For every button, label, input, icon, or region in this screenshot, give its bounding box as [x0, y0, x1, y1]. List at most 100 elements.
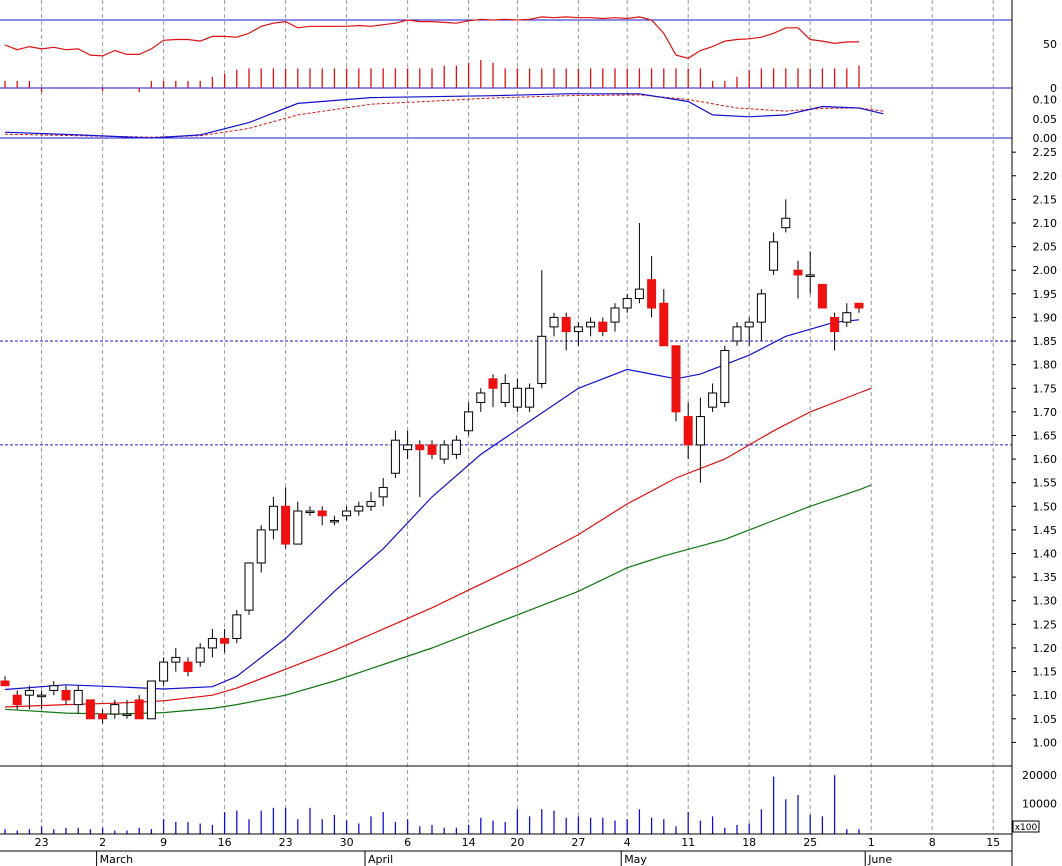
candle: [708, 383, 718, 412]
candle: [549, 312, 559, 337]
candle-body: [0, 680, 10, 687]
candle: [342, 506, 352, 521]
volume-tick-label: 10000: [1022, 798, 1057, 811]
candle-body: [512, 387, 522, 408]
price-tick-label: 2.10: [1033, 217, 1058, 230]
price-tick-label: 2.00: [1033, 264, 1058, 277]
candle: [12, 690, 22, 710]
candle-body: [842, 312, 852, 323]
candle: [317, 506, 327, 526]
price-tick-label: 1.95: [1033, 288, 1058, 301]
candle-body: [366, 501, 376, 507]
candle-body: [317, 510, 327, 517]
candle: [403, 430, 413, 460]
candle-body: [256, 529, 266, 564]
candle-body: [561, 316, 571, 333]
price-tick-label: 1.60: [1033, 453, 1058, 466]
candle-body: [659, 302, 669, 347]
candle-body: [756, 293, 766, 323]
candle-body: [171, 656, 181, 663]
candle: [830, 312, 840, 351]
candle-body: [598, 321, 608, 333]
candle-body: [329, 519, 339, 523]
candle-body: [805, 274, 815, 277]
candle: [171, 647, 181, 672]
candle-body: [281, 505, 291, 545]
candle: [805, 251, 815, 294]
candle-body: [268, 505, 278, 531]
price-tick-label: 1.10: [1033, 689, 1058, 702]
candle-body: [146, 680, 156, 720]
candle: [110, 699, 120, 719]
candle: [61, 685, 71, 705]
candle: [695, 397, 705, 483]
x-tick-label: 23: [35, 836, 49, 849]
candle-body: [464, 411, 474, 432]
price-tick-label: 1.55: [1033, 477, 1058, 490]
candle-body: [854, 302, 864, 309]
candle: [525, 383, 535, 412]
price-tick-label: 1.35: [1033, 571, 1058, 584]
rsi-line: [4, 16, 859, 59]
candle: [24, 685, 34, 710]
oscillator-signal-line: [4, 94, 884, 138]
price-tick-label: 1.80: [1033, 359, 1058, 372]
candle: [122, 699, 132, 719]
moving-average-short: [4, 319, 860, 691]
candle-body: [61, 689, 71, 701]
candle-body: [37, 694, 47, 698]
month-label: June: [867, 853, 892, 866]
price-tick-label: 1.70: [1033, 406, 1058, 419]
candle-body: [610, 307, 620, 323]
candle-body: [134, 699, 144, 720]
candle: [207, 629, 217, 658]
candle-body: [647, 279, 657, 309]
candle: [634, 222, 644, 304]
vertical-grid: [41, 0, 994, 834]
x-tick-label: 16: [218, 836, 232, 849]
moving-average-mid: [4, 387, 872, 708]
price-tick-label: 2.25: [1033, 146, 1058, 159]
x-tick-label: 23: [279, 836, 293, 849]
candle-body: [671, 345, 681, 413]
month-label: May: [624, 853, 647, 866]
candle-body: [342, 510, 352, 517]
moving-average-long: [4, 484, 872, 715]
candle-body: [195, 647, 205, 663]
volume-unit-box: [1012, 820, 1040, 833]
oscillator-tick-label: 0.10: [1033, 94, 1058, 107]
candle: [49, 681, 59, 696]
candle: [464, 402, 474, 436]
price-tick-label: 1.90: [1033, 311, 1058, 324]
candle: [732, 322, 742, 346]
candle-body: [390, 439, 400, 474]
x-tick-label: 14: [462, 836, 476, 849]
price-tick-label: 1.75: [1033, 382, 1058, 395]
oscillator-panel: [0, 93, 1012, 139]
candle: [781, 199, 791, 233]
candle: [98, 709, 108, 724]
candle-body: [110, 704, 120, 715]
x-tick-label: 9: [160, 836, 167, 849]
price-tick-label: 1.25: [1033, 618, 1058, 631]
x-tick-label: 1: [868, 836, 875, 849]
candle: [195, 643, 205, 667]
price-tick-label: 1.50: [1033, 500, 1058, 513]
candle: [561, 312, 571, 351]
candle-body: [537, 335, 547, 385]
price-tick-label: 1.85: [1033, 335, 1058, 348]
candle: [415, 440, 425, 497]
candle: [256, 525, 266, 573]
candle: [573, 322, 583, 346]
candle-body: [12, 694, 22, 706]
candle-body: [488, 378, 498, 389]
month-label: April: [368, 853, 393, 866]
candle-body: [378, 486, 388, 498]
candle: [159, 657, 169, 686]
candle: [598, 317, 608, 337]
candle-body: [122, 713, 132, 717]
candle-body: [98, 713, 108, 720]
candle: [683, 402, 693, 460]
price-tick-label: 2.15: [1033, 193, 1058, 206]
